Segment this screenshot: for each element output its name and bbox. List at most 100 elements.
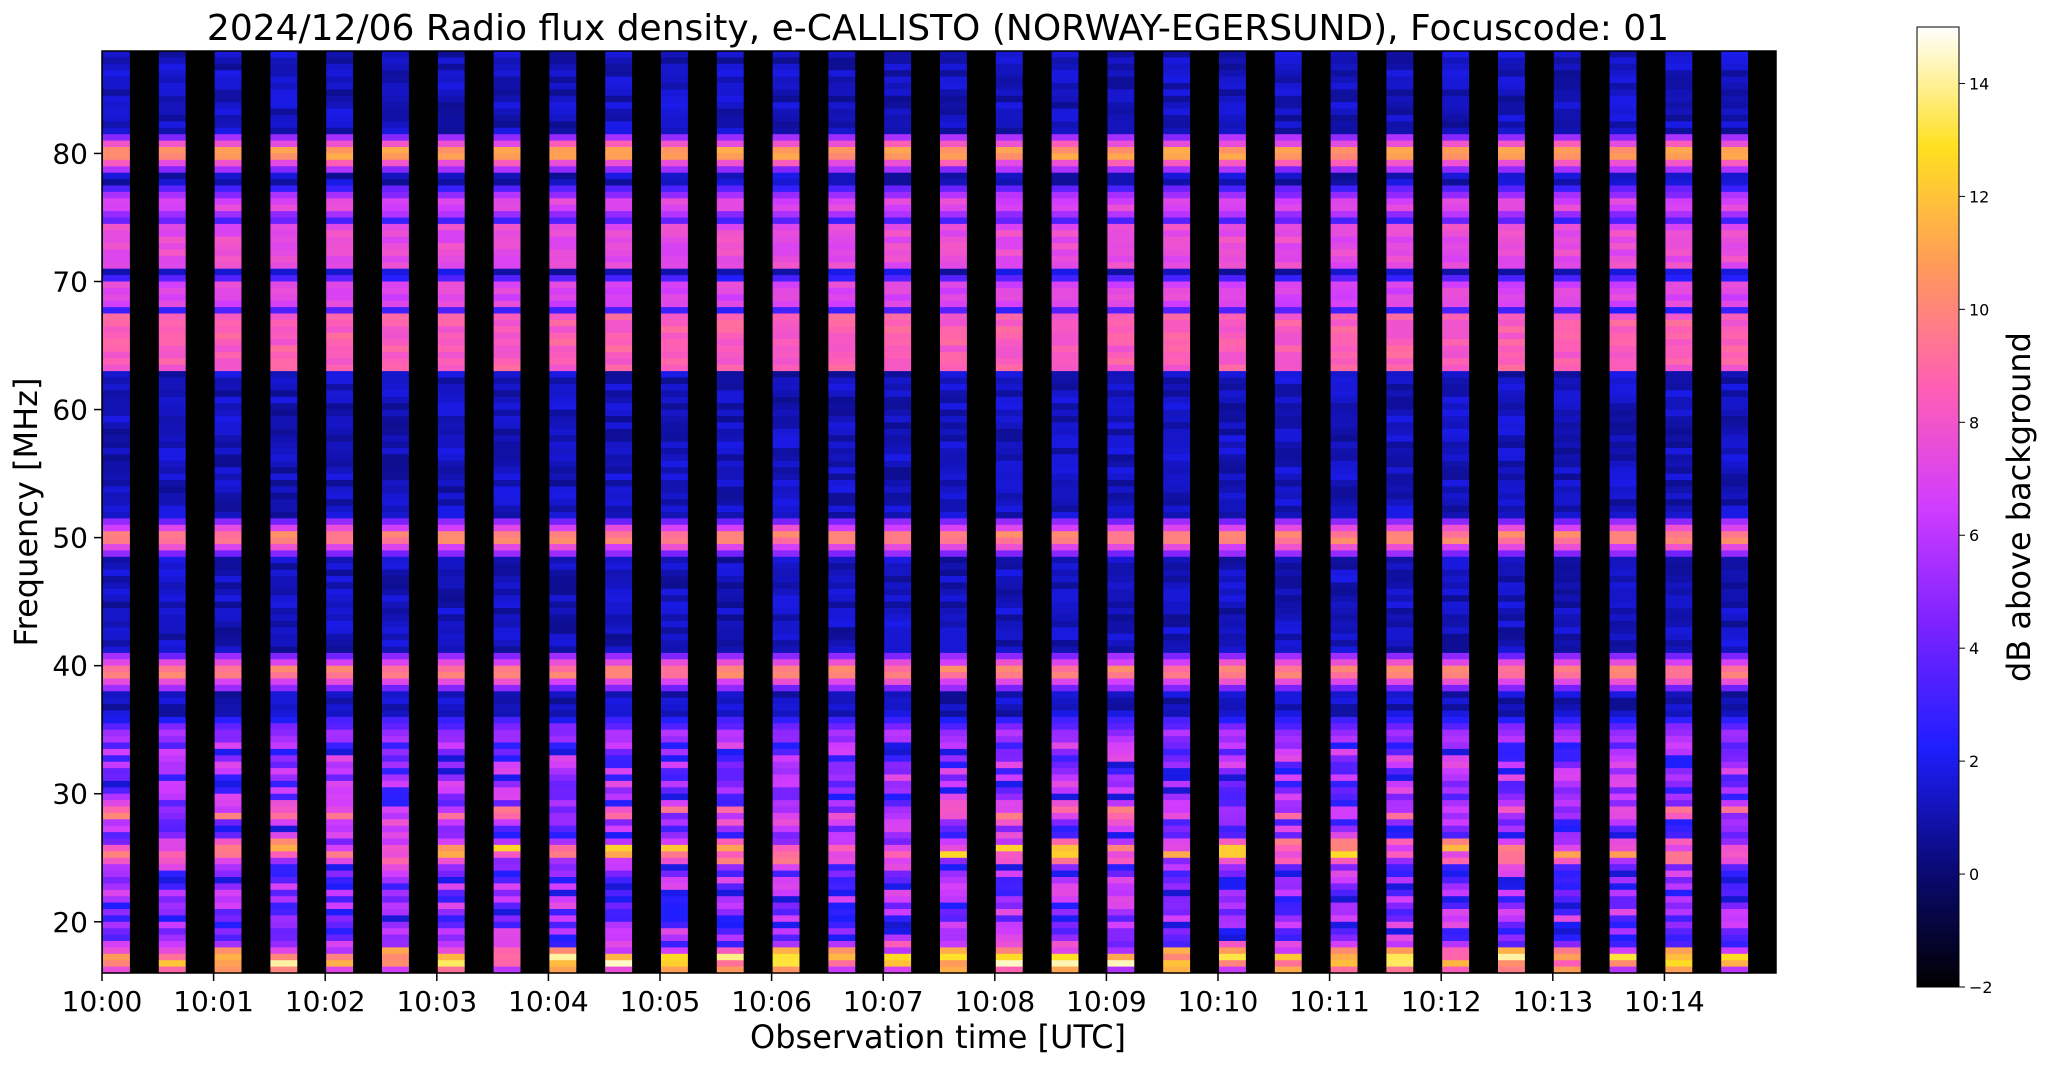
heatmap-cell xyxy=(605,140,633,148)
heatmap-cell xyxy=(1553,864,1581,872)
heatmap-cell xyxy=(605,383,633,391)
heatmap-cell xyxy=(1498,518,1525,526)
heatmap-cell xyxy=(1721,646,1749,654)
heatmap-cell xyxy=(1107,652,1135,660)
heatmap-cell xyxy=(549,223,577,231)
heatmap-cell xyxy=(326,864,354,872)
heatmap-cell xyxy=(661,806,688,814)
heatmap-cell xyxy=(605,627,633,635)
heatmap-cell xyxy=(661,800,688,808)
heatmap-cell xyxy=(995,742,1023,750)
heatmap-cell xyxy=(549,812,577,820)
heatmap-cell xyxy=(382,211,409,219)
heatmap-cell xyxy=(382,51,409,58)
heatmap-cell xyxy=(995,928,1023,936)
heatmap-cell xyxy=(214,319,242,327)
heatmap-cell xyxy=(1051,383,1079,391)
heatmap-cell xyxy=(772,262,800,270)
heatmap-cell xyxy=(828,255,856,263)
heatmap-cell xyxy=(1219,307,1246,315)
heatmap-cell xyxy=(1219,736,1246,744)
heatmap-cell xyxy=(661,659,688,667)
sweep-column xyxy=(382,51,409,974)
heatmap-cell xyxy=(1107,640,1135,648)
heatmap-cell xyxy=(214,166,242,174)
heatmap-cell xyxy=(828,268,856,276)
heatmap-cell xyxy=(549,755,577,763)
heatmap-cell xyxy=(884,102,912,110)
y-tick-label: 30 xyxy=(52,778,88,811)
heatmap-cell xyxy=(214,371,242,379)
heatmap-cell xyxy=(214,172,242,180)
heatmap-cell xyxy=(493,275,521,283)
heatmap-cell xyxy=(1274,89,1302,97)
heatmap-cell xyxy=(1609,467,1637,475)
heatmap-cell xyxy=(158,864,186,872)
heatmap-cell xyxy=(326,95,354,103)
heatmap-cell xyxy=(716,159,744,167)
heatmap-cell xyxy=(1330,844,1358,852)
heatmap-cell xyxy=(1219,435,1246,443)
heatmap-cell xyxy=(1386,416,1414,423)
heatmap-cell xyxy=(1665,57,1693,65)
heatmap-cell xyxy=(158,140,186,148)
heatmap-cell xyxy=(1274,966,1302,974)
heatmap-cell xyxy=(1386,166,1414,174)
heatmap-cell xyxy=(270,716,298,724)
heatmap-cell xyxy=(1219,70,1246,78)
heatmap-cell xyxy=(1051,921,1079,929)
heatmap-cell xyxy=(605,499,633,507)
heatmap-cell xyxy=(437,89,465,97)
heatmap-cell xyxy=(1386,300,1414,308)
heatmap-cell xyxy=(772,358,800,366)
heatmap-cell xyxy=(1498,601,1525,609)
heatmap-cell xyxy=(772,883,800,891)
heatmap-cell xyxy=(940,390,967,398)
heatmap-cell xyxy=(103,544,130,551)
heatmap-cell xyxy=(1330,102,1358,110)
heatmap-cell xyxy=(1163,230,1191,238)
heatmap-cell xyxy=(1721,953,1749,961)
heatmap-cell xyxy=(772,774,800,782)
heatmap-cell xyxy=(437,249,465,257)
heatmap-cell xyxy=(716,89,744,97)
heatmap-cell xyxy=(995,243,1023,251)
heatmap-cell xyxy=(158,768,186,776)
heatmap-cell xyxy=(1442,774,1470,782)
heatmap-cell xyxy=(1163,409,1191,417)
heatmap-cell xyxy=(493,191,521,199)
heatmap-cell xyxy=(1553,191,1581,199)
heatmap-cell xyxy=(1442,800,1470,808)
heatmap-cell xyxy=(103,390,130,398)
heatmap-cell xyxy=(661,627,688,635)
heatmap-cell xyxy=(1721,531,1749,539)
heatmap-cell xyxy=(1107,441,1135,449)
heatmap-cell xyxy=(1721,825,1749,833)
heatmap-cell xyxy=(214,102,242,110)
heatmap-cell xyxy=(1274,486,1302,494)
heatmap-cell xyxy=(1665,793,1693,801)
heatmap-cell xyxy=(1609,57,1637,65)
heatmap-cell xyxy=(1107,620,1135,628)
heatmap-cell xyxy=(1553,928,1581,936)
heatmap-cell xyxy=(884,665,912,673)
heatmap-cell xyxy=(884,89,912,97)
heatmap-cell xyxy=(1721,780,1749,788)
heatmap-cell xyxy=(1553,704,1581,712)
heatmap-cell xyxy=(1609,480,1637,487)
heatmap-cell xyxy=(549,83,577,90)
heatmap-cell xyxy=(1274,736,1302,744)
heatmap-cell xyxy=(1051,63,1079,71)
heatmap-cell xyxy=(605,371,633,379)
heatmap-cell xyxy=(1051,473,1079,481)
heatmap-cell xyxy=(1274,319,1302,327)
heatmap-cell xyxy=(382,127,409,135)
heatmap-cell xyxy=(1665,934,1693,942)
heatmap-cell xyxy=(549,505,577,513)
heatmap-cell xyxy=(493,499,521,507)
heatmap-cell xyxy=(1051,121,1079,129)
heatmap-cell xyxy=(661,960,688,968)
heatmap-cell xyxy=(940,883,967,891)
heatmap-cell xyxy=(1274,153,1302,161)
heatmap-cell xyxy=(661,409,688,417)
